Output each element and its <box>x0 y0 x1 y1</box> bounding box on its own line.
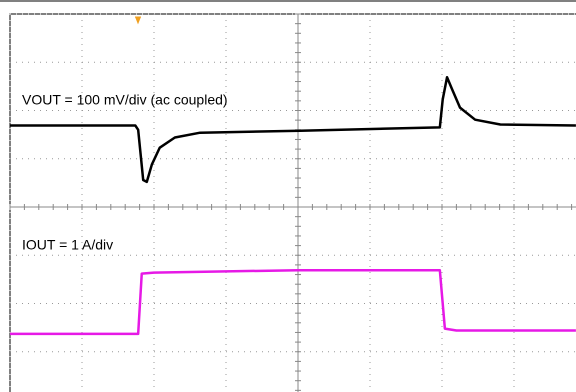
trigger-marker <box>135 16 141 25</box>
trace-label: VOUT = 100 mV/div (ac coupled) <box>22 92 228 108</box>
trace <box>10 75 576 184</box>
screen-frame <box>9 13 576 392</box>
trace <box>10 268 576 336</box>
trace-label: IOUT = 1 A/div <box>22 237 113 253</box>
